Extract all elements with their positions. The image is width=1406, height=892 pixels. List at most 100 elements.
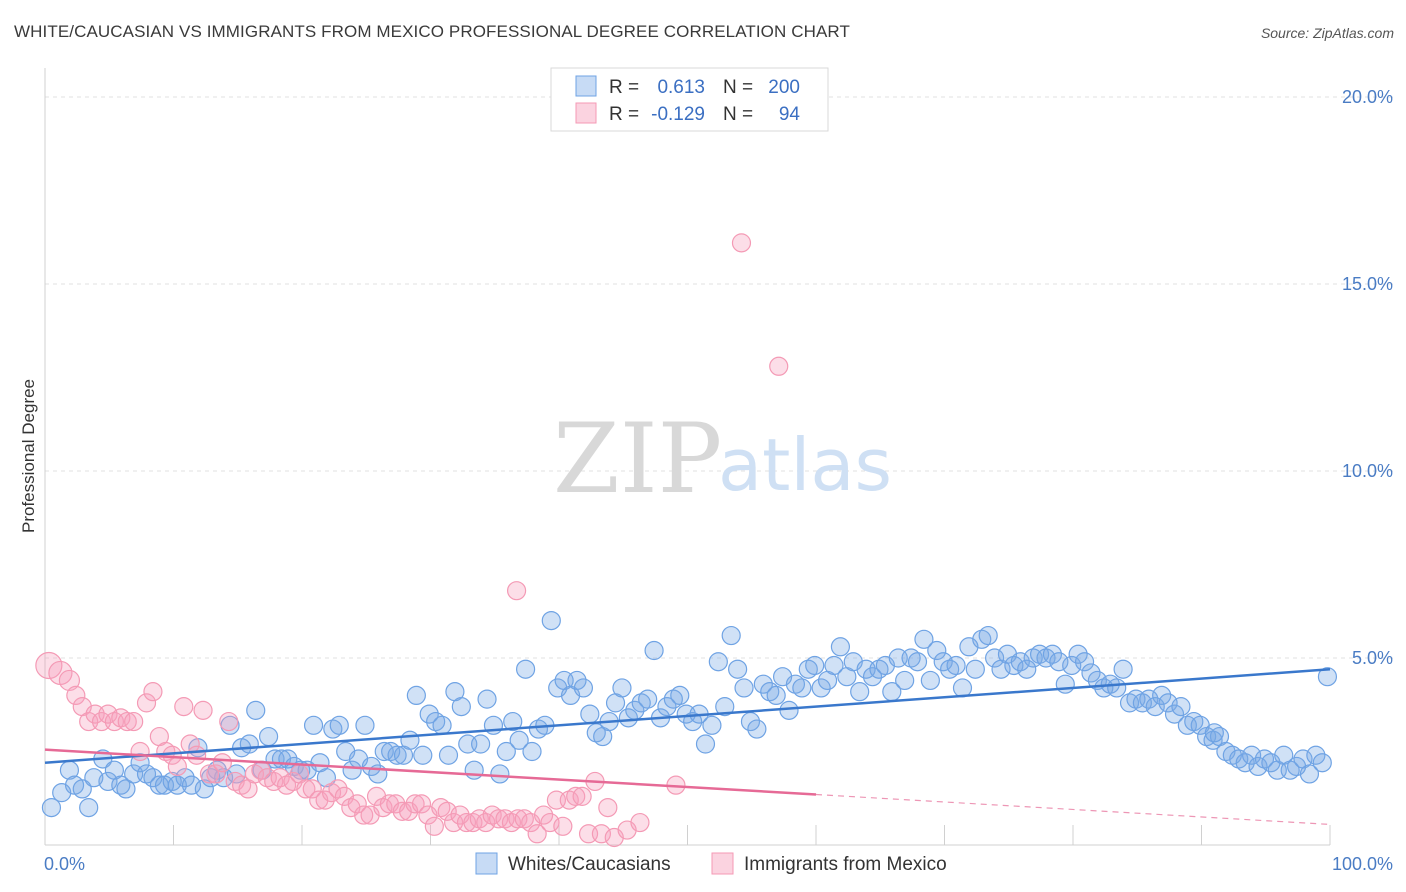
point-whites-40 [303,715,324,735]
point-whites-82 [573,678,594,698]
point-whites-175 [1171,697,1191,717]
point-whites-172 [1152,685,1172,706]
point-whites-70 [496,741,516,762]
point-mexico-22 [187,745,207,765]
point-whites-127 [862,667,883,687]
watermark-zip: ZIP [553,403,722,515]
point-whites-161 [1081,663,1101,683]
watermark: ZIP atlas [553,403,892,515]
trend-line-whites [44,667,1331,764]
point-whites-49 [361,756,381,777]
bottom-legend: Whites/Caucasians Immigrants from Mexico [475,852,947,875]
point-mexico-2 [58,669,81,692]
point-mexico-64 [456,812,477,833]
point-whites-74 [522,741,542,762]
point-whites-156 [1049,652,1069,672]
point-whites-134 [907,652,928,672]
point-whites-0 [41,797,62,818]
point-whites-18 [162,771,182,792]
point-mexico-35 [270,768,290,788]
point-whites-125 [850,682,870,702]
point-mexico-11 [117,711,137,732]
point-whites-174 [1164,704,1185,724]
legend-swatch-pink [575,102,597,124]
point-whites-109 [747,719,767,739]
point-whites-155 [1042,644,1063,664]
point-whites-72 [509,730,529,750]
point-mexico-67 [476,812,496,833]
point-whites-187 [1248,756,1268,777]
legend-box [550,67,829,132]
point-whites-88 [612,678,632,698]
point-mexico-0 [35,651,63,680]
point-mexico-19 [167,756,187,777]
point-mexico-92 [769,356,789,376]
y-tick-label-3: 20.0% [1342,87,1393,107]
point-whites-71 [503,711,523,732]
point-mexico-27 [219,711,239,732]
point-whites-58 [419,704,439,724]
point-whites-104 [715,697,735,717]
point-mexico-72 [508,809,528,829]
point-whites-102 [702,715,722,735]
point-whites-15 [143,768,163,788]
point-whites-60 [432,715,452,735]
point-whites-101 [695,734,716,754]
point-whites-136 [920,670,940,691]
point-whites-197 [1312,753,1332,773]
point-whites-66 [471,734,491,754]
x-tick-labels: 0.0% 100.0% [44,854,1393,874]
point-mexico-39 [296,779,316,799]
point-whites-69 [490,764,510,784]
point-mexico-69 [489,809,509,829]
legend-r-label-1: R = [609,104,639,125]
point-whites-23 [194,779,214,799]
point-mexico-20 [174,697,194,717]
point-mexico-90 [506,581,527,601]
bottom-legend-swatch-blue [475,852,498,875]
point-mexico-8 [98,704,118,724]
point-whites-141 [952,678,973,698]
point-whites-119 [811,678,831,698]
point-mexico-59 [424,816,444,836]
point-whites-83 [580,704,600,724]
point-mexico-75 [527,824,547,844]
point-whites-44 [329,715,349,735]
y-tick-labels: 5.0% 10.0% 15.0% 20.0% [1342,87,1393,668]
point-whites-150 [1010,652,1030,672]
trend-line-mexico [44,748,817,796]
point-whites-107 [734,678,754,698]
point-whites-198 [1317,667,1338,687]
x-tick-label-1: 100.0% [1332,854,1393,874]
point-mexico-85 [591,824,612,844]
point-whites-6 [84,768,104,788]
point-whites-157 [1055,674,1075,694]
point-whites-95 [657,697,677,717]
point-whites-42 [316,768,337,788]
point-whites-118 [805,655,825,676]
bottom-legend-swatch-pink [711,852,734,875]
legend-swatch-blue [575,75,597,97]
point-whites-92 [638,689,658,709]
point-whites-121 [824,655,844,676]
point-whites-112 [766,685,786,706]
point-whites-89 [618,708,638,728]
point-whites-5 [79,797,99,818]
point-mexico-91 [731,233,752,253]
point-whites-186 [1242,745,1262,765]
chart-title: WHITE/CAUCASIAN VS IMMIGRANTS FROM MEXIC… [14,22,850,41]
y-axis-label: Professional Degree [19,379,38,533]
point-whites-20 [175,768,195,788]
point-whites-103 [708,652,728,672]
point-mexico-89 [630,812,650,833]
y-tick-label-0: 5.0% [1352,648,1393,668]
legend-r-value-1: -0.129 [651,104,705,125]
point-whites-106 [728,659,748,679]
point-whites-46 [342,760,362,780]
point-whites-11 [116,779,136,799]
grid [45,96,1395,659]
point-whites-122 [830,637,851,657]
point-whites-33 [258,726,279,747]
point-whites-137 [927,640,947,661]
